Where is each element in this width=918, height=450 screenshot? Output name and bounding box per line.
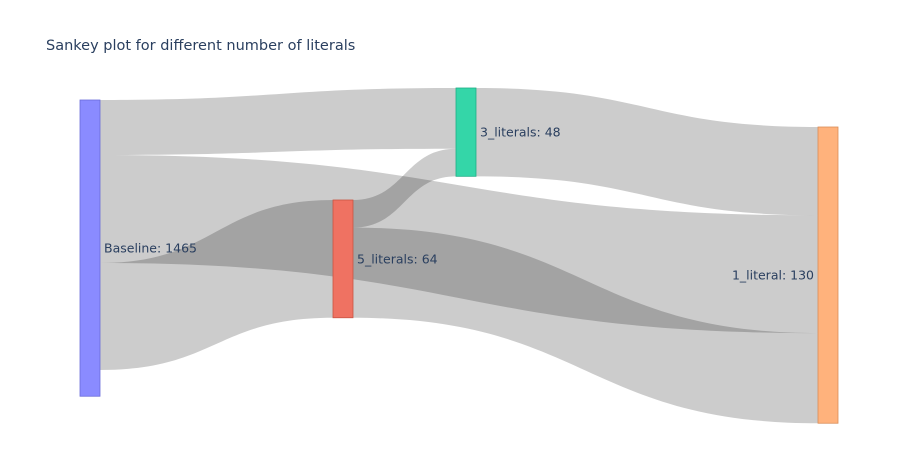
node-label-three_literals: 3_literals: 48 xyxy=(480,125,561,140)
node-five_literals[interactable] xyxy=(332,199,354,319)
node-label-one_literal: 1_literal: 130 xyxy=(732,268,814,283)
link-three_literals-to-one_literal[interactable] xyxy=(476,88,818,216)
node-label-baseline: Baseline: 1465 xyxy=(104,241,197,256)
link-baseline-to-one_literal[interactable] xyxy=(100,155,818,334)
link-five_literals-to-one_literal[interactable] xyxy=(353,227,818,424)
chart-title: Sankey plot for different number of lite… xyxy=(46,38,355,54)
node-label-five_literals: 5_literals: 64 xyxy=(357,251,438,266)
link-five_literals-to-three_literals[interactable] xyxy=(353,148,456,228)
link-baseline-to-three_literals[interactable] xyxy=(100,88,456,155)
node-baseline[interactable] xyxy=(79,99,101,397)
node-three_literals[interactable] xyxy=(455,87,477,177)
nodes-layer xyxy=(79,87,839,424)
link-baseline-to-five_literals[interactable] xyxy=(100,200,333,370)
labels-layer: Baseline: 1465 3_literals: 48 5_literals: … xyxy=(104,125,814,283)
links-layer xyxy=(100,88,818,424)
node-one_literal[interactable] xyxy=(817,126,839,424)
